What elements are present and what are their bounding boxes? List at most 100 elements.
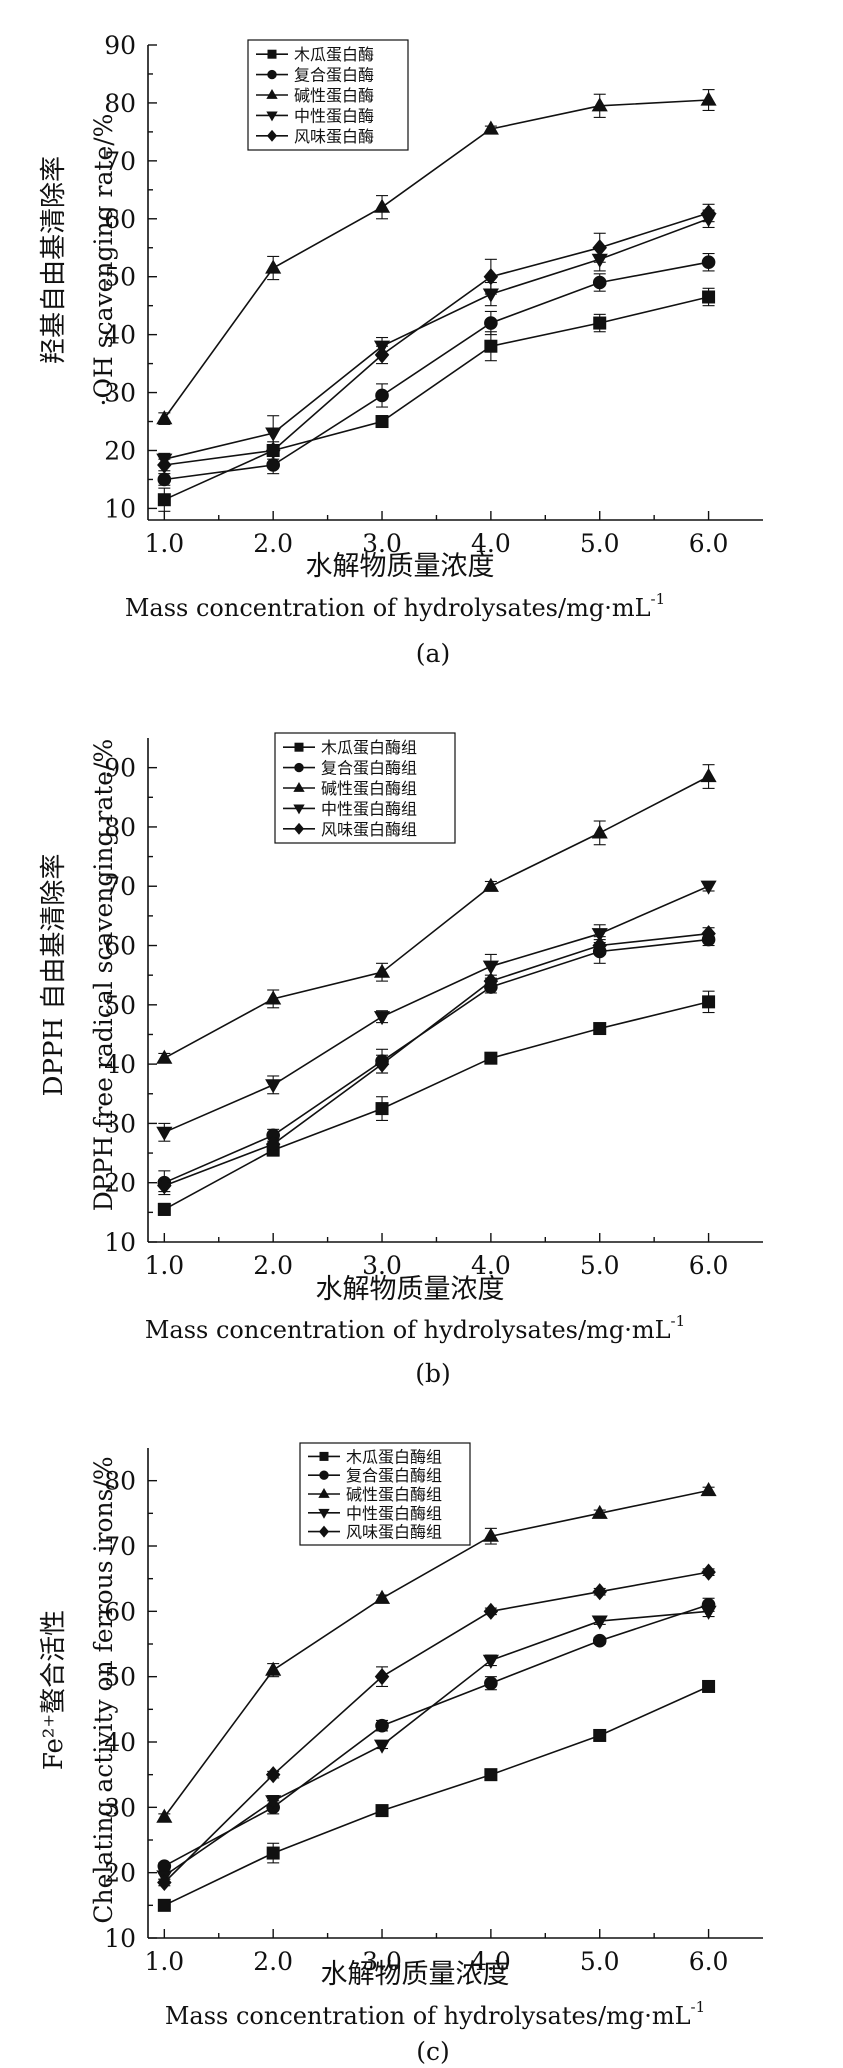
panel-c-data-point xyxy=(266,1846,280,1860)
panel-a-xlabel-en-main: Mass concentration of hydrolysates/mg·mL xyxy=(125,594,651,622)
panel-a-chart: 羟基自由基清除率 ·OH scavenging rate/% 10 20 30 40 5… xyxy=(39,31,763,668)
panel-a-data-point xyxy=(156,410,173,425)
panel-c-data-point xyxy=(265,1766,281,1784)
panel-b-xlabel-en-main: Mass concentration of hydrolysates/mg·mL xyxy=(145,1316,671,1344)
panel-c-y-tick-label: 60 xyxy=(104,1597,136,1626)
panel-c-series-3 xyxy=(156,1605,717,1885)
panel-c-data-point xyxy=(375,1718,389,1733)
panel-c-data-point xyxy=(592,1633,607,1648)
panel-a-data-point xyxy=(265,259,282,274)
panel-b-ylabel-en: DPPH free radical scavenging rate/% xyxy=(89,739,118,1212)
panel-c-series-line xyxy=(163,1571,709,1884)
panel-b-data-point xyxy=(701,925,716,943)
panel-c-chart: Fe²⁺螯合活性 Chelating activity on ferrous i… xyxy=(39,1442,763,2066)
panel-b-data-point xyxy=(265,1079,282,1094)
panel-a-data-point xyxy=(265,441,281,460)
panel-c-data-point xyxy=(700,1481,717,1497)
panel-c-data-point xyxy=(592,1583,607,1601)
panel-c-legend-marker xyxy=(318,1525,330,1538)
panel-b-y-tick-label: 90 xyxy=(104,754,136,783)
panel-b-legend-marker xyxy=(294,762,304,773)
panel-a-series-1 xyxy=(157,252,716,487)
panel-b-data-point xyxy=(373,963,391,978)
panel-b-series-4 xyxy=(157,925,716,1195)
panel-a-data-point xyxy=(266,458,280,472)
panel-c-data-point xyxy=(373,1739,391,1754)
panel-a-data-point xyxy=(482,120,499,135)
panel-b-data-point xyxy=(265,1135,281,1153)
panel-c-data-point xyxy=(591,1504,608,1519)
panel-b-data-point xyxy=(375,1102,389,1116)
panel-c-y-tick-label: 30 xyxy=(104,1793,136,1822)
panel-c-y-tick-label: 40 xyxy=(104,1728,136,1757)
panel-a-y-tick-label: 30 xyxy=(104,379,136,408)
panel-b-series-line xyxy=(163,938,709,1184)
panel-c-data-point xyxy=(484,1768,498,1782)
panel-a-series-line xyxy=(164,218,709,460)
panel-a-xlabel-cn: 水解物质量浓度 xyxy=(306,551,495,582)
panel-a-series-line xyxy=(163,296,709,501)
panel-c-y-tick-label: 70 xyxy=(104,1532,136,1561)
panel-c-ylabel-cn: Fe²⁺螯合活性 xyxy=(39,1610,69,1770)
panel-b-y-tick-label: 70 xyxy=(104,872,136,901)
panel-c-series-2 xyxy=(156,1481,717,1823)
panel-b-data-point xyxy=(157,1177,172,1195)
panel-b-data-point xyxy=(482,877,499,892)
panel-a-data-point xyxy=(157,493,171,507)
panel-b-series-line xyxy=(164,932,709,1187)
panel-a-legend-marker xyxy=(266,88,278,99)
panel-a-x-tick-label: 2.0 xyxy=(253,529,293,558)
panel-b-y-tick-label: 20 xyxy=(104,1169,136,1198)
panel-b-y-tick-label: 60 xyxy=(104,932,136,961)
panel-a-xlabel-en-sup: -1 xyxy=(651,590,666,608)
panel-a-data-point xyxy=(374,346,390,364)
panel-c-x-tick-label: 4.0 xyxy=(471,1947,511,1976)
panel-c-legend-label: 中性蛋白酶组 xyxy=(346,1504,442,1523)
panel-b-data-point xyxy=(592,936,607,955)
panel-a-legend-marker xyxy=(266,129,278,142)
panel-b-legend-marker xyxy=(293,781,305,792)
panel-b-ylabel-cn: DPPH 自由基清除率 xyxy=(39,854,69,1097)
panel-b-x-tick-label: 1.0 xyxy=(144,1251,184,1280)
panel-b-data-point xyxy=(484,1051,498,1065)
panel-a-y-tick-label: 10 xyxy=(104,494,136,523)
panel-c-series-1 xyxy=(157,1597,716,1873)
panel-c-y-tick-label: 80 xyxy=(104,1467,136,1496)
panel-a-data-point xyxy=(701,255,716,270)
panel-c-x-tick-label: 6.0 xyxy=(689,1947,729,1976)
panel-c-series-4 xyxy=(157,1563,716,1892)
panel-c-ylabel-en: Chelating activity on ferrous irons/% xyxy=(89,1456,118,1923)
panel-a-x-tick-label: 3.0 xyxy=(362,529,402,558)
panel-b-legend-label: 中性蛋白酶组 xyxy=(321,799,417,818)
panel-c-data-point xyxy=(484,1676,498,1690)
panel-b-x-tick-label: 4.0 xyxy=(471,1251,511,1280)
panel-b-legend-label: 风味蛋白酶组 xyxy=(321,820,417,839)
panel-c-data-point xyxy=(593,1728,607,1742)
panel-b-legend-marker xyxy=(294,742,304,752)
panel-b-data-point xyxy=(591,824,608,839)
panel-a-y-tick-label: 60 xyxy=(104,205,136,234)
panel-c-x-tick-label: 1.0 xyxy=(144,1947,184,1976)
panel-a-legend-label: 中性蛋白酶 xyxy=(294,106,374,125)
panel-a-series-4 xyxy=(157,203,716,474)
panel-a-data-point xyxy=(591,97,608,112)
panel-b-data-point xyxy=(373,1011,391,1026)
panel-b-x-tick-label: 5.0 xyxy=(580,1251,620,1280)
panel-a-series-line xyxy=(164,261,709,481)
panel-c-xlabel-cn: 水解物质量浓度 xyxy=(321,1959,510,1990)
panel-b-series-2 xyxy=(156,764,717,1064)
panel-b-plot-area: 10 20 30 40 50 60 70 80 90 1.0 2.0 3.0 4.0 5.0 6.0 木瓜蛋白… xyxy=(104,732,763,1280)
panel-c-legend-label: 复合蛋白酶组 xyxy=(346,1466,442,1485)
panel-b-data-point xyxy=(700,880,717,895)
panel-c-x-tick-label: 3.0 xyxy=(362,1947,402,1976)
panel-a-legend-marker xyxy=(267,69,277,80)
panel-c-series-line xyxy=(163,1604,709,1867)
panel-a-y-tick-label: 90 xyxy=(104,31,136,60)
panel-a-data-point xyxy=(592,239,607,257)
panel-a-data-point xyxy=(701,204,716,222)
panel-c-data-point xyxy=(156,1808,173,1823)
panel-a-series-line xyxy=(164,212,709,466)
panel-c-x-tick-label: 2.0 xyxy=(253,1947,293,1976)
